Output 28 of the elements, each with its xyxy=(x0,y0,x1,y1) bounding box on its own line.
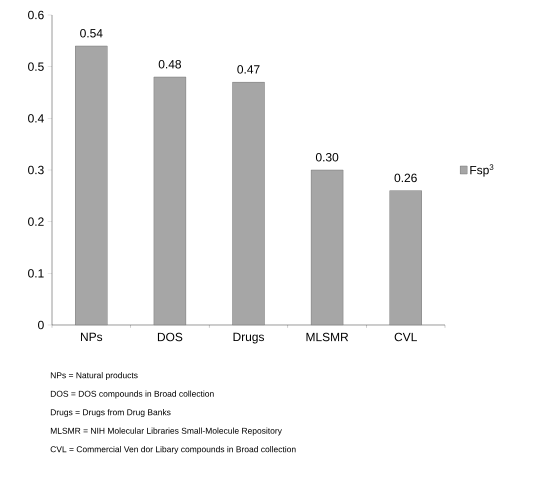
text: MLSMR = NIH Molecular Libraries Small-Molecule Repository xyxy=(50,428,282,436)
bar xyxy=(232,82,265,326)
y-tick-label: 0.4 xyxy=(28,114,44,123)
bar xyxy=(154,76,186,326)
text: CVL = Commercial Ven dor Libary compounds in Broad collection xyxy=(50,446,296,454)
text: DOS = DOS compounds in Broad collection xyxy=(50,390,214,398)
bar xyxy=(75,46,108,326)
x-tick-label: CVL xyxy=(394,332,417,342)
y-tick-label: 0.2 xyxy=(28,217,44,226)
text: NPs = Natural products xyxy=(50,372,138,380)
bar xyxy=(310,170,344,326)
x-tick-label: DOS xyxy=(158,332,182,342)
x-tick-label: Drugs xyxy=(234,332,264,344)
legend-label: Fsp$^{3}$ xyxy=(470,164,494,177)
y-tick-label: 0.6 xyxy=(28,10,44,20)
y-tick-label: 0.1 xyxy=(28,269,44,278)
y-tick-label: 0.5 xyxy=(28,62,44,71)
data-label: 0.26 xyxy=(394,174,417,182)
y-tick-label: 0.3 xyxy=(28,166,44,174)
data-label: 0.30 xyxy=(316,153,338,162)
data-label: 0.47 xyxy=(237,65,260,74)
data-label: 0.54 xyxy=(80,29,103,38)
bar xyxy=(390,190,422,326)
data-label: 0.48 xyxy=(158,60,182,68)
y-tick-label: 0 xyxy=(38,320,44,330)
x-tick-label: NPs xyxy=(80,332,102,342)
x-tick-label: MLSMR xyxy=(306,332,348,342)
text: Drugs = Drugs from Drug Banks xyxy=(50,409,171,417)
